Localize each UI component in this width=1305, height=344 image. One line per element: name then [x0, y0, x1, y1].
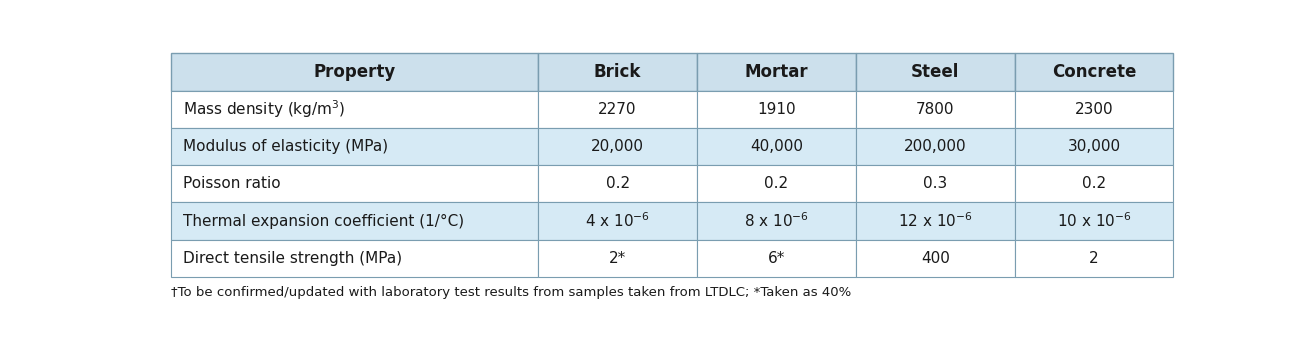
Bar [856, 53, 1015, 90]
Bar [538, 165, 697, 202]
Text: Thermal expansion coefficient (1/°C): Thermal expansion coefficient (1/°C) [183, 214, 465, 228]
Bar [171, 53, 538, 90]
Text: 30,000: 30,000 [1067, 139, 1121, 154]
Bar [697, 90, 856, 128]
Bar [697, 128, 856, 165]
Bar [697, 165, 856, 202]
Text: 0.2: 0.2 [606, 176, 629, 191]
Text: 0.2: 0.2 [1082, 176, 1107, 191]
Bar [171, 240, 538, 277]
Text: 400: 400 [921, 251, 950, 266]
Text: 6*: 6* [767, 251, 786, 266]
Text: Direct tensile strength (MPa): Direct tensile strength (MPa) [183, 251, 402, 266]
Bar [171, 202, 538, 240]
Text: 0.3: 0.3 [923, 176, 947, 191]
Text: 12 x 10$^{-6}$: 12 x 10$^{-6}$ [898, 212, 972, 230]
Bar [856, 90, 1015, 128]
Bar [538, 128, 697, 165]
Text: Mortar: Mortar [745, 63, 808, 81]
Text: Mass density (kg/m$^3$): Mass density (kg/m$^3$) [183, 98, 346, 120]
Text: 2*: 2* [609, 251, 626, 266]
Text: Steel: Steel [911, 63, 959, 81]
Text: Property: Property [313, 63, 395, 81]
Bar [856, 165, 1015, 202]
Text: 2300: 2300 [1075, 102, 1113, 117]
Bar [1015, 128, 1173, 165]
Bar [856, 128, 1015, 165]
Bar [538, 240, 697, 277]
Text: 200,000: 200,000 [904, 139, 967, 154]
Text: 0.2: 0.2 [765, 176, 788, 191]
Bar [1015, 202, 1173, 240]
Text: 4 x 10$^{-6}$: 4 x 10$^{-6}$ [585, 212, 650, 230]
Text: 10 x 10$^{-6}$: 10 x 10$^{-6}$ [1057, 212, 1131, 230]
Bar [538, 202, 697, 240]
Bar [697, 240, 856, 277]
Text: 1910: 1910 [757, 102, 796, 117]
Text: Poisson ratio: Poisson ratio [183, 176, 281, 191]
Text: 40,000: 40,000 [750, 139, 803, 154]
Bar [1015, 90, 1173, 128]
Text: 2270: 2270 [598, 102, 637, 117]
Text: 7800: 7800 [916, 102, 954, 117]
Bar [171, 165, 538, 202]
Bar [171, 90, 538, 128]
Text: †To be confirmed/updated with laboratory test results from samples taken from LT: †To be confirmed/updated with laboratory… [171, 287, 851, 299]
Text: Modulus of elasticity (MPa): Modulus of elasticity (MPa) [183, 139, 389, 154]
Bar [856, 240, 1015, 277]
Bar [1015, 165, 1173, 202]
Text: Concrete: Concrete [1052, 63, 1137, 81]
Bar [171, 128, 538, 165]
Text: 20,000: 20,000 [591, 139, 645, 154]
Bar [538, 90, 697, 128]
Bar [1015, 53, 1173, 90]
Text: Brick: Brick [594, 63, 641, 81]
Text: 8 x 10$^{-6}$: 8 x 10$^{-6}$ [744, 212, 809, 230]
Bar [697, 53, 856, 90]
Bar [538, 53, 697, 90]
Bar [1015, 240, 1173, 277]
Text: 2: 2 [1090, 251, 1099, 266]
Bar [697, 202, 856, 240]
Bar [856, 202, 1015, 240]
